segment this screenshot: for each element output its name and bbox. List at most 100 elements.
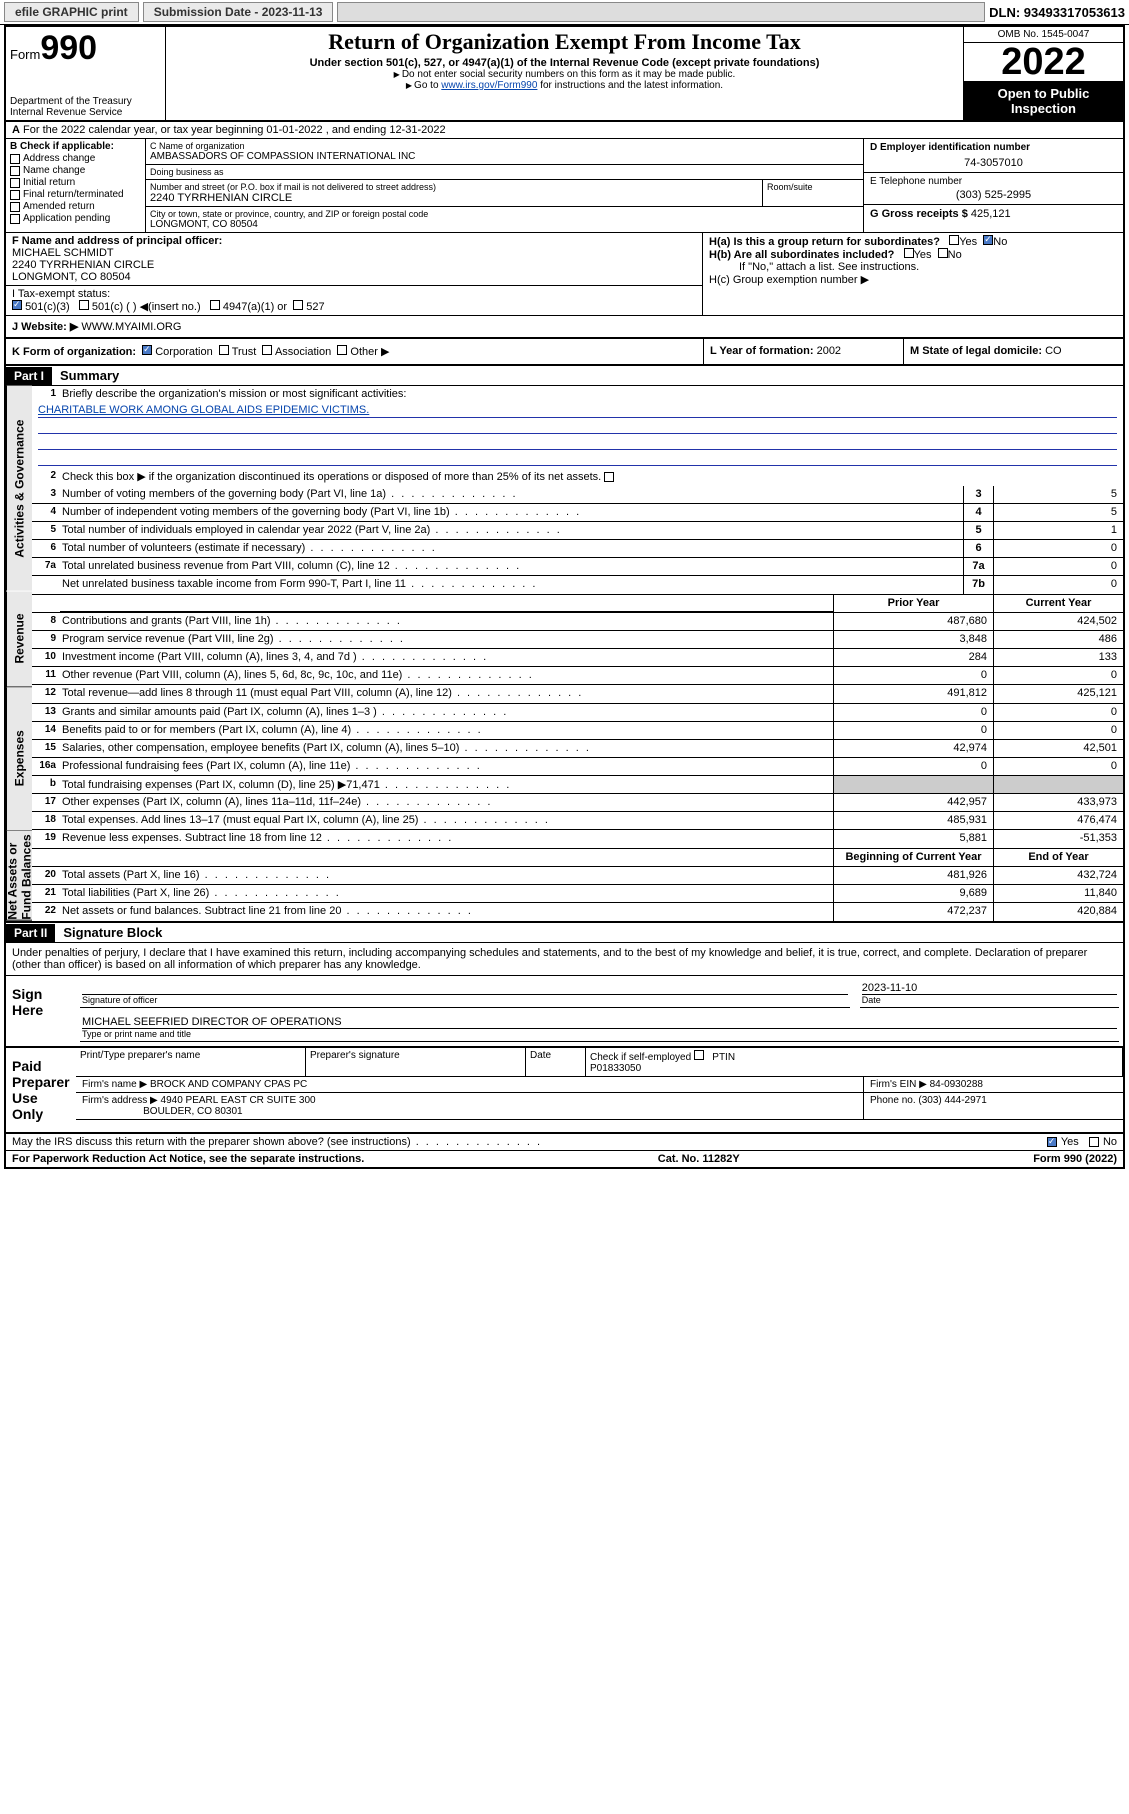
open-inspection: Open to Public Inspection (964, 82, 1123, 120)
part2-title: Signature Block (55, 923, 170, 942)
chk-name[interactable]: Name change (10, 165, 141, 176)
sum-line-7b: Net unrelated business taxable income fr… (32, 576, 1123, 594)
summary-body: Activities & Governance Revenue Expenses… (6, 386, 1123, 923)
part2-badge: Part II (6, 924, 55, 942)
page-footer: For Paperwork Reduction Act Notice, see … (6, 1150, 1123, 1167)
exp-group: 13 Grants and similar amounts paid (Part… (32, 704, 1123, 849)
spacer-bar (337, 2, 985, 22)
box-c: C Name of organization AMBASSADORS OF CO… (146, 139, 863, 232)
k-trust[interactable] (219, 345, 229, 355)
line-2: 2 Check this box ▶ if the organization d… (32, 468, 1123, 486)
sum-line-5: 5 Total number of individuals employed i… (32, 522, 1123, 540)
paid-h4: Check if self-employed PTINP01833050 (586, 1048, 1123, 1077)
main-title: Return of Organization Exempt From Incom… (172, 29, 957, 55)
paid-label: Paid Preparer Use Only (6, 1048, 76, 1132)
sum-line-10: 10 Investment income (Part VIII, column … (32, 649, 1123, 667)
section-bcdeg: B Check if applicable: Address change Na… (6, 139, 1123, 233)
sign-fields: Signature of officer 2023-11-10 Date MIC… (76, 976, 1123, 1046)
ha-yes[interactable] (949, 235, 959, 245)
k-other[interactable] (337, 345, 347, 355)
hb-note: If "No," attach a list. See instructions… (709, 261, 1117, 273)
chk-selfemp[interactable] (694, 1050, 704, 1060)
rev-colheaders: Prior Year Current Year (32, 595, 1123, 613)
chk-501c3[interactable] (12, 300, 22, 310)
chk-amended[interactable]: Amended return (10, 201, 141, 212)
sum-line-13: 13 Grants and similar amounts paid (Part… (32, 704, 1123, 722)
paid-grid-header: Print/Type preparer's name Preparer's si… (76, 1048, 1123, 1077)
sum-line-b: b Total fundraising expenses (Part IX, c… (32, 776, 1123, 794)
box-b-header: B Check if applicable: (10, 141, 141, 152)
may-yes[interactable] (1047, 1137, 1057, 1147)
sig-officer-box[interactable]: Signature of officer (80, 980, 850, 1008)
sum-line-20: 20 Total assets (Part X, line 16) 481,92… (32, 867, 1123, 885)
top-toolbar: efile GRAPHIC print Submission Date - 20… (0, 0, 1129, 25)
submission-date-button[interactable]: Submission Date - 2023-11-13 (143, 2, 334, 22)
sum-line-12: 12 Total revenue—add lines 8 through 11 … (32, 685, 1123, 703)
paid-h3: Date (526, 1048, 586, 1077)
fhi-left: F Name and address of principal officer:… (6, 233, 703, 315)
may-no[interactable] (1089, 1137, 1099, 1147)
box-j: J Website: ▶ WWW.MYAIMI.ORG (6, 316, 1123, 337)
dba-block: Doing business as (146, 165, 863, 180)
box-m: M State of legal domicile: CO (903, 339, 1123, 364)
vtab-net: Net Assets or Fund Balances (6, 831, 32, 921)
ha-line: H(a) Is this a group return for subordin… (709, 235, 1117, 248)
sign-here-row: Sign Here Signature of officer 2023-11-1… (6, 976, 1123, 1048)
summary-content: 1 Briefly describe the organization's mi… (32, 386, 1123, 921)
chk-initial[interactable]: Initial return (10, 177, 141, 188)
sig-declaration: Under penalties of perjury, I declare th… (6, 943, 1123, 976)
chk-pending[interactable]: Application pending (10, 213, 141, 224)
sum-line-4: 4 Number of independent voting members o… (32, 504, 1123, 522)
k-assoc[interactable] (262, 345, 272, 355)
hb-no[interactable] (938, 248, 948, 258)
box-l: L Year of formation: 2002 (703, 339, 903, 364)
paid-fields: Print/Type preparer's name Preparer's si… (76, 1048, 1123, 1132)
hb-yes[interactable] (904, 248, 914, 258)
footer-mid: Cat. No. 11282Y (658, 1153, 740, 1165)
sum-line-7a: 7a Total unrelated business revenue from… (32, 558, 1123, 576)
part1-header: Part I Summary (6, 366, 1123, 386)
sign-here-label: Sign Here (6, 976, 76, 1046)
row-j: J Website: ▶ WWW.MYAIMI.ORG (6, 316, 1123, 339)
chk-discontinued[interactable] (604, 472, 614, 482)
section-fhi: F Name and address of principal officer:… (6, 233, 1123, 316)
header-left: Form990 Department of the Treasury Inter… (6, 27, 166, 120)
mission-lines: CHARITABLE WORK AMONG GLOBAL AIDS EPIDEM… (32, 404, 1123, 466)
sum-line-19: 19 Revenue less expenses. Subtract line … (32, 830, 1123, 848)
chk-final[interactable]: Final return/terminated (10, 189, 141, 200)
net-group: Beginning of Current Year End of Year 20… (32, 849, 1123, 921)
footer-right: Form 990 (2022) (1033, 1153, 1117, 1165)
chk-501c[interactable] (79, 300, 89, 310)
line-a: A For the 2022 calendar year, or tax yea… (6, 122, 1123, 139)
hb-line: H(b) Are all subordinates included? Yes … (709, 248, 1117, 261)
form-header: Form990 Department of the Treasury Inter… (6, 27, 1123, 122)
box-h: H(a) Is this a group return for subordin… (703, 233, 1123, 315)
ha-no[interactable] (983, 235, 993, 245)
subdate-label: Submission Date - (154, 5, 262, 19)
sum-line-17: 17 Other expenses (Part IX, column (A), … (32, 794, 1123, 812)
tax-year: 2022 (964, 43, 1123, 82)
box-k: K Form of organization: Corporation Trus… (6, 339, 703, 364)
efile-print-button[interactable]: efile GRAPHIC print (4, 2, 139, 22)
footer-left: For Paperwork Reduction Act Notice, see … (12, 1153, 364, 1165)
paid-h2: Preparer's signature (306, 1048, 526, 1077)
hc-line: H(c) Group exemption number ▶ (709, 273, 1117, 286)
dept-text: Department of the Treasury Internal Reve… (10, 96, 161, 118)
paid-h1: Print/Type preparer's name (76, 1048, 306, 1077)
vtab-exp: Expenses (6, 687, 32, 831)
k-corp[interactable] (142, 345, 152, 355)
subdate-value: 2023-11-13 (262, 5, 323, 19)
street-row: Number and street (or P.O. box if mail i… (146, 180, 863, 207)
chk-4947[interactable] (210, 300, 220, 310)
sum-line-21: 21 Total liabilities (Part X, line 26) 9… (32, 885, 1123, 903)
may-discuss-row: May the IRS discuss this return with the… (6, 1134, 1123, 1150)
dba-label: Doing business as (150, 167, 859, 177)
mission-text: CHARITABLE WORK AMONG GLOBAL AIDS EPIDEM… (38, 404, 1117, 418)
chk-527[interactable] (293, 300, 303, 310)
form-outer: Form990 Department of the Treasury Inter… (4, 25, 1125, 1169)
room-block: Room/suite (763, 180, 863, 206)
gov-group: 1 Briefly describe the organization's mi… (32, 386, 1123, 595)
chk-address[interactable]: Address change (10, 153, 141, 164)
row-klm: K Form of organization: Corporation Trus… (6, 339, 1123, 366)
irs-link[interactable]: www.irs.gov/Form990 (441, 80, 537, 91)
